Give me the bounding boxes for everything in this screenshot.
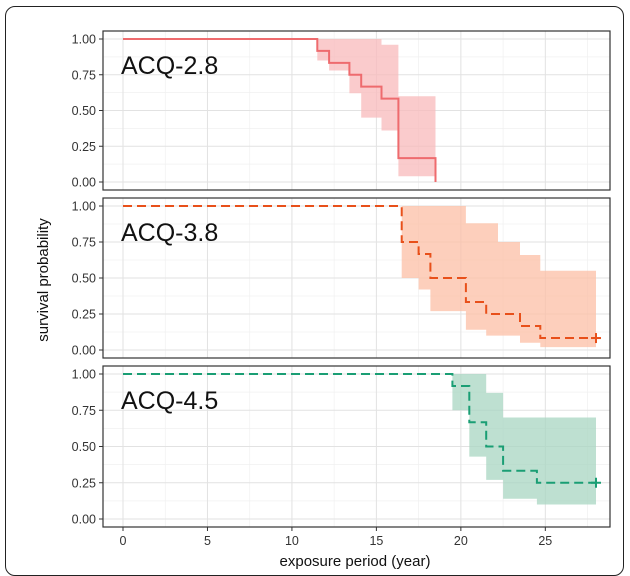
x-tick-label: 20 (454, 534, 468, 548)
survival-curve (123, 38, 437, 182)
confidence-band (401, 206, 596, 348)
y-tick-label: 0.75 (72, 236, 96, 250)
x-tick-label: 25 (538, 534, 552, 548)
confidence-band (452, 374, 596, 505)
y-tick-label: 0.00 (72, 513, 96, 527)
y-tick-label: 0.75 (72, 404, 96, 418)
survival-curve (123, 205, 596, 339)
panel-acq-2.8: 0.00 0.25 0.50 0.75 1.00 ACQ-2.8 (72, 30, 611, 191)
y-tick-label: 0.25 (72, 308, 96, 322)
y-tick-label: 0.25 (72, 140, 96, 154)
y-tick-label: 0.50 (72, 440, 96, 454)
y-tick-label: 0.50 (72, 272, 96, 286)
y-tick-label: 0.50 (72, 104, 96, 118)
y-tick-label: 0.00 (72, 176, 96, 190)
y-tick-label: 1.00 (72, 368, 96, 382)
survival-curve (123, 373, 596, 484)
x-tick-label: 15 (369, 534, 383, 548)
series-label: ACQ-2.8 (121, 52, 218, 80)
y-tick-label: 1.00 (72, 200, 96, 214)
y-axis-label: survival probability (35, 218, 52, 342)
x-axis-label: exposure period (year) (280, 553, 431, 570)
y-tick-label: 1.00 (72, 33, 96, 47)
panel-acq-3.8: 0.00 0.25 0.50 0.75 1.00 ACQ-3.8 (72, 197, 611, 359)
x-tick-label: 10 (285, 534, 299, 548)
x-tick-label: 5 (204, 534, 211, 548)
series-label: ACQ-3.8 (121, 219, 218, 247)
panel-acq-4.5: 0.00 0.25 0.50 0.75 1.00 ACQ-4.5 (72, 365, 611, 528)
y-tick-label: 0.75 (72, 68, 96, 82)
series-label: ACQ-4.5 (121, 387, 218, 415)
confidence-band (317, 39, 436, 177)
y-tick-label: 0.25 (72, 476, 96, 490)
y-tick-label: 0.00 (72, 344, 96, 358)
x-tick-label: 0 (120, 534, 127, 548)
